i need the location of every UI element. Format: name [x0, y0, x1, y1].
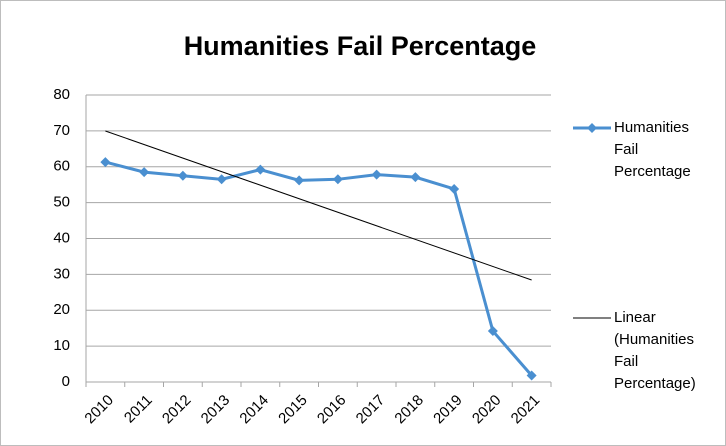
data-point [526, 370, 537, 381]
data-point [449, 183, 460, 194]
legend-label: Humanities Fail Percentage [614, 119, 691, 180]
data-point [371, 169, 382, 180]
trendline [105, 130, 532, 281]
data-point [294, 175, 305, 186]
data-point [139, 167, 150, 178]
data-point [100, 157, 111, 168]
data-point [177, 170, 188, 181]
series-line [104, 160, 533, 377]
legend-label: Linear (Humanities Fail Percentage) [614, 309, 696, 392]
data-point [410, 172, 421, 183]
y-tick-label: 20 [53, 301, 70, 318]
y-tick-label: 40 [53, 229, 70, 246]
y-tick-label: 30 [53, 265, 70, 282]
y-tick-label: 80 [53, 86, 70, 103]
y-tick-label: 70 [53, 122, 70, 139]
data-point [216, 174, 227, 185]
chart-title: Humanities Fail Percentage [184, 31, 537, 61]
data-point [255, 164, 266, 175]
y-tick-label: 50 [53, 194, 70, 211]
data-point [487, 326, 498, 337]
y-tick-label: 60 [53, 158, 70, 175]
legend-swatch [587, 123, 597, 133]
y-tick-label: 0 [62, 373, 70, 390]
data-point [332, 174, 343, 185]
y-tick-label: 10 [53, 337, 70, 354]
